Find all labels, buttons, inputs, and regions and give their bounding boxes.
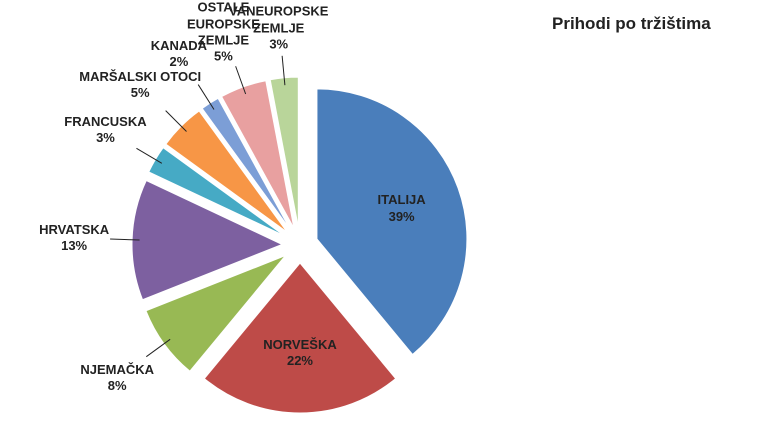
data-label: MARŠALSKI OTOCI 5% bbox=[79, 69, 201, 102]
data-label: KANADA 2% bbox=[151, 38, 207, 71]
data-label: ITALIJA 39% bbox=[378, 192, 426, 225]
category-label: FRANCUSKA bbox=[64, 113, 147, 129]
category-label: MARŠALSKI OTOCI bbox=[79, 68, 202, 84]
value-label: 8% bbox=[107, 377, 127, 393]
value-label: 3% bbox=[269, 36, 289, 52]
category-label: ITALIJA bbox=[377, 192, 426, 208]
leader-line bbox=[145, 338, 171, 358]
data-label: NORVEŠKA 22% bbox=[263, 337, 336, 370]
category-label: KANADA bbox=[150, 37, 208, 53]
leader-line bbox=[235, 66, 247, 95]
category-label: OSTALE VANEUROPSKE ZEMLJE bbox=[228, 0, 329, 35]
leader-line bbox=[136, 147, 163, 164]
value-label: 2% bbox=[169, 54, 189, 70]
category-label: NORVEŠKA bbox=[263, 336, 337, 352]
leader-line bbox=[165, 110, 187, 132]
leader-line bbox=[110, 238, 140, 241]
value-label: 5% bbox=[130, 85, 150, 101]
pie-slice bbox=[316, 88, 468, 356]
data-label: HRVATSKA 13% bbox=[39, 222, 109, 255]
chart-title: Prihodi po tržištima bbox=[552, 14, 711, 33]
category-label: NJEMAČKA bbox=[80, 361, 154, 377]
data-label: FRANCUSKA 3% bbox=[64, 114, 146, 147]
category-label: HRVATSKA bbox=[39, 221, 110, 237]
data-label: OSTALE EUROPSKE ZEMLJE 5% bbox=[161, 0, 286, 65]
value-label: 5% bbox=[214, 48, 233, 64]
leader-line bbox=[197, 84, 215, 110]
category-label: OSTALE EUROPSKE ZEMLJE bbox=[186, 0, 260, 48]
data-label: NJEMAČKA 8% bbox=[80, 362, 154, 395]
pie-slice bbox=[203, 262, 397, 414]
leader-line bbox=[281, 55, 286, 86]
value-label: 22% bbox=[286, 353, 314, 368]
value-label: 13% bbox=[61, 237, 88, 253]
value-label: 39% bbox=[388, 208, 415, 224]
value-label: 3% bbox=[96, 129, 115, 145]
